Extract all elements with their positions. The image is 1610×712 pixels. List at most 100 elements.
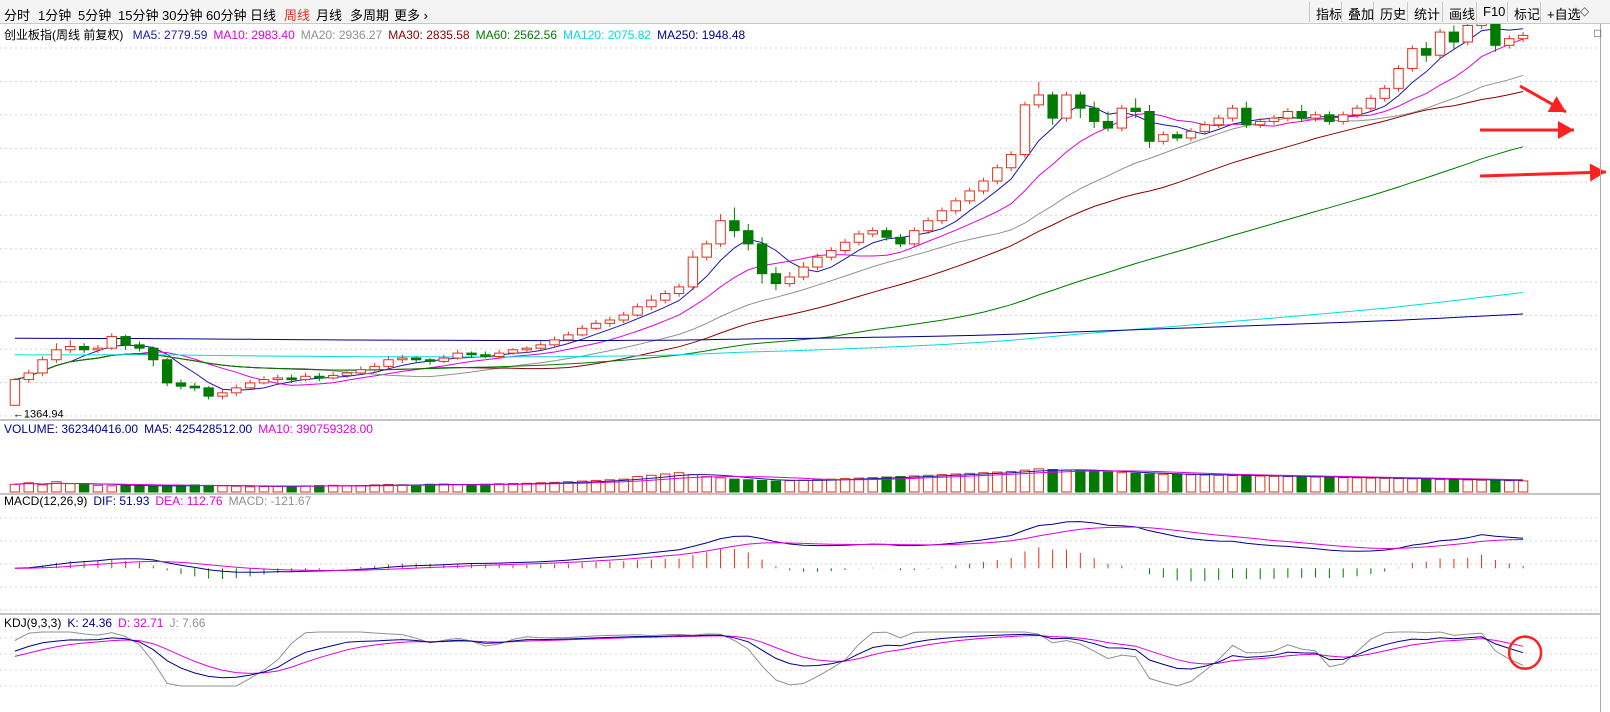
candle-body [563, 334, 574, 341]
volume-bar [853, 477, 865, 493]
volume-bar [231, 485, 242, 493]
low-price-label: ←1364.94 [13, 408, 64, 420]
candle-body [51, 349, 62, 361]
toolbar-period-7[interactable]: 周线 [284, 8, 311, 23]
volume-bar [175, 485, 187, 493]
ma250-line [14, 313, 1524, 342]
toolbar-period-3[interactable]: 15分钟 [118, 8, 159, 23]
circle-tool-icon[interactable]: ◇ [1580, 4, 1590, 18]
annotation-arrow-2-head [1558, 121, 1574, 139]
toolbar-period-6[interactable]: 日线 [250, 8, 277, 23]
volume-bar [258, 486, 270, 493]
candle-body [853, 233, 865, 243]
toolbar-tool-3[interactable]: 统计 [1407, 2, 1446, 22]
volume-bar [92, 484, 104, 493]
candle-body [189, 385, 200, 389]
candle-body [1407, 48, 1418, 69]
legend-item: MA60: 2562.56 [475, 28, 558, 42]
kdj-legend: KDJ(9,3,3) K: 24.36 D: 32.71 J: 7.66 [4, 616, 211, 630]
toolbar-period-1[interactable]: 1分钟 [38, 8, 72, 23]
candle-body [590, 322, 602, 329]
volume-bar [1434, 478, 1446, 493]
candle-body [812, 256, 823, 268]
toolbar-period-9[interactable]: 多周期 [350, 8, 390, 23]
volume-bar [964, 472, 975, 493]
candle-body [424, 359, 436, 362]
volume-bar [590, 479, 602, 493]
toolbar-period-4[interactable]: 30分钟 [162, 8, 203, 23]
candle-body [992, 167, 1003, 182]
toolbar-tool-0[interactable]: 指标 [1309, 2, 1348, 22]
toolbar-period-10[interactable]: 更多 › [394, 8, 428, 23]
candle-body [493, 352, 505, 357]
ma120-line [14, 292, 1524, 358]
legend-item: MA5: 425428512.00 [144, 422, 253, 436]
candle-body [964, 190, 975, 202]
candle-body [341, 372, 353, 376]
volume-legend: VOLUME: 362340416.00 MA5: 425428512.00 MA1… [4, 422, 379, 436]
candle-body [410, 357, 422, 361]
macd-legend: MACD(12,26,9) DIF: 51.93 DEA: 112.76 MACD: … [4, 494, 317, 508]
toolbar-period-8[interactable]: 月线 [316, 8, 343, 23]
volume-bar [161, 485, 173, 493]
kdj-j-line [14, 631, 1524, 687]
candle-body [867, 230, 878, 235]
legend-item: VOLUME: 362340416.00 [4, 422, 139, 436]
candle-body [1213, 117, 1224, 126]
toolbar-tool-1[interactable]: 叠加 [1341, 2, 1380, 22]
candle-body [480, 354, 491, 357]
annotation-arrow-1-head [1547, 96, 1566, 112]
volume-bar [341, 485, 353, 493]
legend-item: MA20: 2936.27 [300, 28, 383, 42]
legend-item: D: 32.71 [118, 616, 164, 630]
candle-body [1434, 31, 1446, 56]
candle-body [1254, 120, 1266, 126]
legend-item: MA10: 390759328.00 [258, 422, 373, 436]
toolbar-tool-4[interactable]: 画线 [1442, 2, 1481, 22]
candle-body [1351, 107, 1363, 116]
volume-bar [743, 479, 754, 493]
candle-body [1019, 104, 1031, 156]
volume-bar [549, 481, 560, 493]
volume-bar [1365, 477, 1377, 493]
candle-body [78, 345, 90, 351]
toolbar-tool-5[interactable]: F10 [1476, 2, 1511, 22]
annotation-arrow-3 [1479, 170, 1607, 178]
toolbar-tool-6[interactable]: 标记 [1507, 2, 1546, 22]
toolbar: 分时 1分钟 5分钟 15分钟 30分钟 60分钟 日线 周线 月线 多周期 更多 › 指标 叠加 历史统… [0, 0, 1610, 24]
volume-bar [203, 484, 214, 493]
expand-icon[interactable]: □ [1594, 26, 1602, 40]
candle-body [120, 336, 131, 346]
candle-body [909, 230, 920, 245]
volume-bar [646, 474, 657, 493]
candle-body [743, 230, 754, 245]
candle-body [1102, 120, 1114, 129]
legend-item: MACD(12,26,9) [4, 494, 88, 508]
volume-bar [452, 484, 463, 493]
volume-bar [1462, 479, 1473, 493]
candle-body [438, 357, 450, 362]
volume-bar [1296, 476, 1307, 493]
stock-chart[interactable]: ←3476.00←1364.94 [0, 24, 1610, 712]
toolbar-period-0[interactable]: 分时 [4, 8, 31, 23]
candle-body [687, 256, 699, 288]
candle-body [881, 230, 892, 238]
candle-body [1075, 94, 1086, 109]
volume-bar [244, 486, 256, 493]
candle-body [1490, 24, 1501, 46]
volume-bar [1047, 469, 1058, 493]
volume-bar [936, 474, 948, 493]
candle-body [1005, 154, 1017, 169]
candle-body [203, 387, 214, 397]
toolbar-tool-7[interactable]: +自选 [1540, 2, 1587, 22]
volume-ma10-line [14, 470, 1524, 487]
toolbar-tool-2[interactable]: 历史 [1373, 2, 1412, 22]
toolbar-period-2[interactable]: 5分钟 [78, 8, 112, 23]
candle-body [770, 273, 782, 285]
legend-item: MACD: -121.67 [228, 494, 312, 508]
volume-bar [895, 476, 906, 493]
toolbar-period-5[interactable]: 60分钟 [206, 8, 247, 23]
candle-body [715, 220, 726, 245]
volume-bar [480, 483, 491, 493]
candle-body [1158, 134, 1169, 142]
